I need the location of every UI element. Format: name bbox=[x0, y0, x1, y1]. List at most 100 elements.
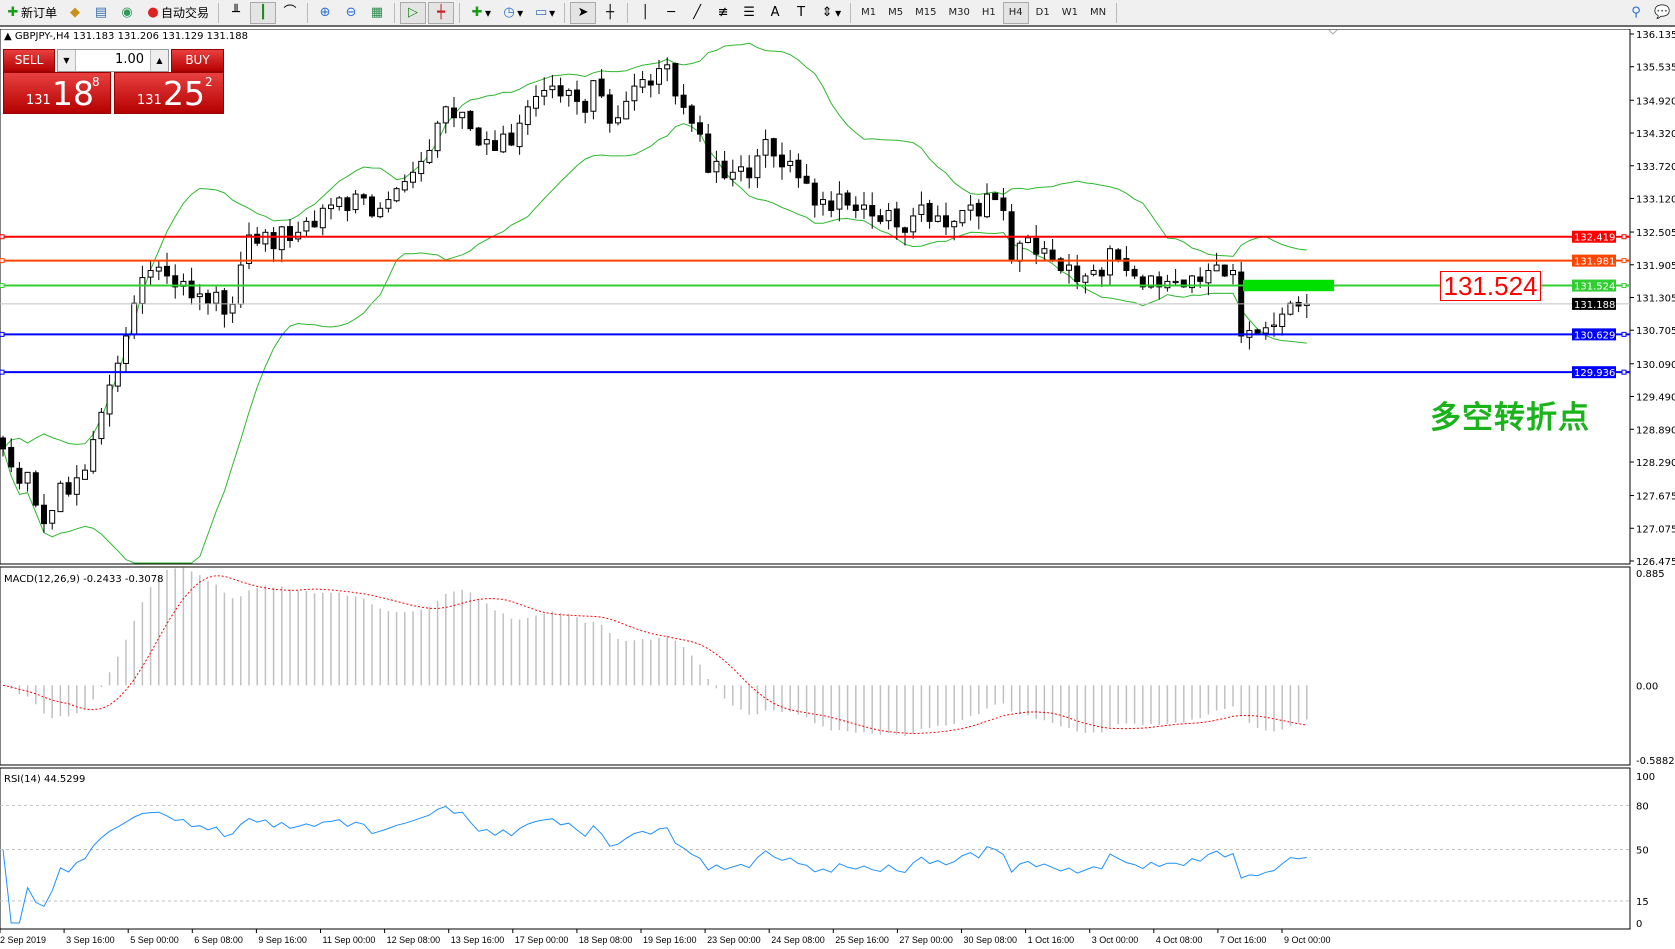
candle-body bbox=[123, 335, 129, 364]
trendline-button[interactable]: ╱ bbox=[685, 2, 709, 24]
new-order-button[interactable]: ✚ 新订单 bbox=[1, 2, 61, 24]
price-tick-label: 129.490 bbox=[1636, 393, 1675, 404]
candle bbox=[1082, 273, 1089, 294]
candle-body bbox=[287, 226, 293, 241]
symbol-quote: GBPJPY-,H4 131.183 131.206 131.129 131.1… bbox=[14, 31, 248, 42]
text-label-button[interactable]: T bbox=[789, 2, 813, 24]
tile-windows-icon: ▦ bbox=[370, 4, 384, 20]
price-line-label: 131.981 bbox=[1574, 257, 1615, 268]
auto-trading-button[interactable]: ● 自动交易 bbox=[141, 2, 213, 24]
candle-body bbox=[697, 122, 703, 135]
main-toolbar: ✚ 新订单 ◆ ▤ ◉ ● 自动交易 ╨ ┃ ⌒ ⊕ ⊖ ▦ ▷ ┿ ✚ ▾ ◷ ▾ ▭… bbox=[0, 0, 1675, 27]
candle bbox=[1238, 261, 1245, 344]
candle-body bbox=[16, 467, 23, 484]
templates-button[interactable]: ▭ ▾ bbox=[534, 4, 556, 20]
time-label: 25 Sep 16:00 bbox=[835, 935, 889, 945]
candle-body bbox=[442, 106, 449, 124]
sell-price-button[interactable]: 131 18 8 bbox=[3, 72, 111, 114]
expert-button[interactable]: ◆ bbox=[63, 2, 87, 24]
candle-body bbox=[1074, 265, 1081, 282]
price-annotation-box[interactable]: 131.524 bbox=[1440, 271, 1541, 301]
candle-body bbox=[975, 202, 982, 217]
text-button[interactable]: A bbox=[763, 2, 787, 24]
candle-body bbox=[746, 167, 753, 179]
cursor-button[interactable]: ➤ bbox=[570, 1, 597, 24]
lot-size-field[interactable]: ▼ 1.00 ▲ bbox=[57, 49, 169, 72]
sell-button[interactable]: SELL bbox=[3, 49, 55, 72]
timeframe-h1[interactable]: H1 bbox=[981, 7, 996, 18]
autoscroll-button[interactable]: ┿ bbox=[428, 1, 455, 24]
chart-shift-button[interactable]: ▷ bbox=[400, 1, 427, 24]
timeframe-mn[interactable]: MN bbox=[1089, 7, 1107, 18]
candle-body bbox=[1131, 268, 1138, 277]
turning-point-annotation[interactable]: 多空转折点 bbox=[1430, 400, 1590, 436]
bid-label-bg bbox=[1572, 297, 1616, 310]
candle bbox=[615, 105, 621, 126]
timeframe-d1[interactable]: D1 bbox=[1035, 7, 1050, 18]
candle bbox=[344, 196, 351, 222]
candle bbox=[705, 124, 712, 174]
candle bbox=[180, 273, 187, 296]
horizontal-line-button[interactable]: ─ bbox=[659, 2, 683, 24]
time-label: 17 Sep 00:00 bbox=[515, 935, 569, 945]
candle-body bbox=[369, 196, 375, 217]
candle bbox=[1033, 225, 1040, 265]
lot-increase-button[interactable]: ▲ bbox=[150, 50, 168, 71]
lot-value[interactable]: 1.00 bbox=[115, 52, 144, 67]
candle bbox=[295, 221, 302, 243]
macd-signal-line bbox=[2, 575, 1307, 735]
candle-body bbox=[1049, 249, 1056, 261]
candle bbox=[590, 80, 597, 120]
collapse-icon[interactable]: ▲ bbox=[4, 31, 15, 42]
signals-button[interactable]: ◉ bbox=[115, 2, 139, 24]
candle bbox=[934, 205, 941, 223]
zoom-out-button[interactable]: ⊖ bbox=[339, 2, 363, 24]
bar-chart-button[interactable]: ╨ bbox=[224, 2, 248, 24]
candle-body bbox=[762, 139, 769, 156]
chat-button[interactable]: 💬 bbox=[1650, 2, 1674, 24]
rsi-tick-label: 50 bbox=[1636, 846, 1649, 857]
candle-body bbox=[328, 204, 334, 210]
candle-body bbox=[131, 302, 138, 336]
macd-label: MACD(12,26,9) -0.2433 -0.3078 bbox=[4, 574, 164, 585]
zoom-in-button[interactable]: ⊕ bbox=[313, 2, 337, 24]
timeframe-h4[interactable]: H4 bbox=[1002, 1, 1029, 24]
chart-window[interactable]: 136.135 135.535 134.920 134.320 133.720 133.1… bbox=[0, 29, 1675, 949]
candle bbox=[475, 126, 482, 147]
timeframe-m15[interactable]: M15 bbox=[915, 7, 937, 18]
lot-decrease-button[interactable]: ▼ bbox=[58, 50, 76, 71]
timeframe-w1[interactable]: W1 bbox=[1061, 7, 1078, 18]
arrows-button[interactable]: ⇕ ▾ bbox=[815, 2, 845, 24]
candle-body bbox=[196, 293, 203, 298]
candle bbox=[779, 142, 785, 180]
time-label: 3 Sep 16:00 bbox=[66, 935, 115, 945]
crosshair-button[interactable]: ┼ bbox=[598, 2, 622, 24]
candle-body bbox=[451, 107, 457, 119]
bid-label: 131.188 bbox=[1574, 300, 1615, 311]
indicators-button[interactable]: ✚ ▾ bbox=[465, 2, 495, 24]
market-watch-button[interactable]: ▤ bbox=[89, 2, 113, 24]
timeframe-m1[interactable]: M1 bbox=[861, 7, 877, 18]
candle-body bbox=[877, 215, 884, 222]
timeframe-m30[interactable]: M30 bbox=[948, 7, 970, 18]
candle-body bbox=[951, 220, 958, 228]
candle bbox=[155, 260, 162, 281]
candle bbox=[213, 286, 220, 312]
channel-button[interactable]: ☰ bbox=[737, 2, 761, 24]
line-chart-button[interactable]: ⌒ bbox=[278, 2, 302, 24]
buy-button[interactable]: BUY bbox=[171, 49, 224, 72]
buy-price-button[interactable]: 131 25 2 bbox=[114, 72, 224, 114]
vertical-line-button[interactable]: │ bbox=[633, 2, 657, 24]
search-button[interactable]: ⚲ bbox=[1624, 2, 1648, 24]
vertical-line-icon: │ bbox=[641, 4, 650, 20]
candle-body bbox=[270, 232, 277, 250]
candle-body bbox=[0, 437, 6, 450]
candle bbox=[1008, 204, 1015, 264]
periods-button[interactable]: ◷ ▾ bbox=[497, 2, 527, 24]
candlestick-button[interactable]: ┃ bbox=[250, 1, 277, 24]
time-label: 24 Sep 08:00 bbox=[771, 935, 825, 945]
tile-windows-button[interactable]: ▦ bbox=[365, 2, 389, 24]
fibonacci-button[interactable]: ≢ bbox=[711, 2, 735, 24]
timeframe-m5[interactable]: M5 bbox=[888, 7, 904, 18]
candle-body bbox=[1098, 269, 1105, 277]
